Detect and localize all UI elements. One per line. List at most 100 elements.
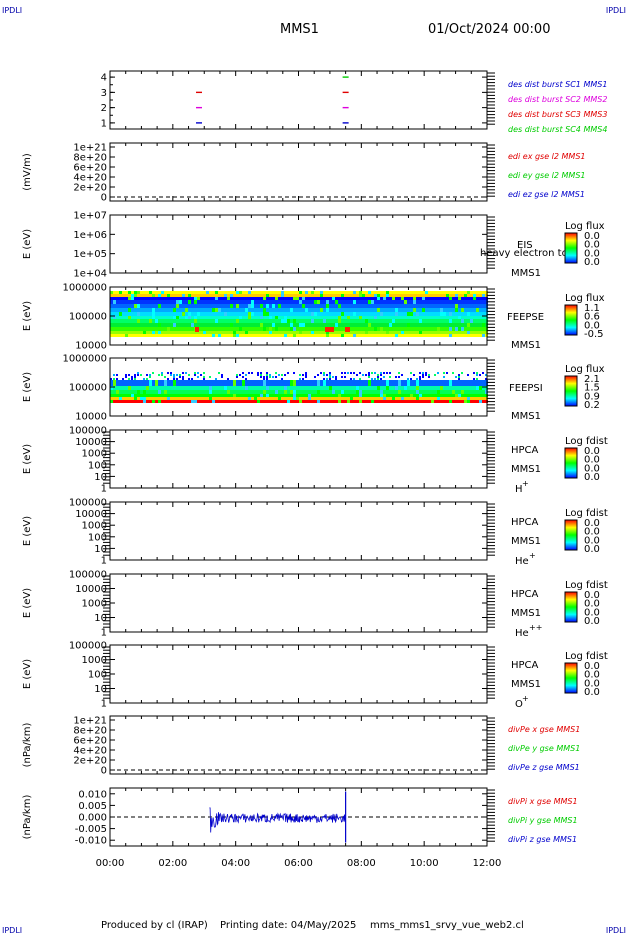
spectro-cell bbox=[359, 308, 362, 312]
spectro-cell bbox=[380, 400, 383, 403]
spectro-cell bbox=[368, 319, 371, 323]
spectro-cell bbox=[149, 319, 152, 323]
spectro-cell bbox=[239, 297, 242, 300]
spectro-cell bbox=[329, 390, 332, 394]
spectro-cell bbox=[227, 394, 230, 397]
spectro-cell bbox=[194, 291, 197, 294]
spectro-cell bbox=[215, 304, 218, 308]
spectro-cell bbox=[359, 397, 362, 400]
spectro-cell bbox=[314, 308, 317, 312]
spectro-cell bbox=[446, 400, 449, 403]
spectro-cell bbox=[329, 386, 332, 390]
spectro-cell bbox=[422, 386, 425, 390]
spectro-cell bbox=[170, 334, 173, 337]
spectro-cell bbox=[467, 308, 470, 312]
spectro-cell bbox=[134, 300, 137, 304]
spectro-cell bbox=[380, 397, 383, 400]
spectro-cell bbox=[338, 291, 341, 294]
spectro-cell bbox=[170, 291, 173, 294]
spectro-cell bbox=[137, 319, 140, 323]
spectro-cell bbox=[224, 300, 227, 304]
spectro-cell bbox=[128, 323, 131, 327]
spectro-cell bbox=[299, 294, 302, 297]
spectro-cell bbox=[431, 308, 434, 312]
spectro-cell bbox=[275, 334, 278, 337]
spectro-cell bbox=[272, 291, 275, 294]
spectro-cell bbox=[245, 331, 248, 334]
spectro-cell bbox=[128, 331, 131, 334]
colorbar-tick-label: 0.0 bbox=[584, 678, 600, 689]
spectro-cell bbox=[362, 323, 365, 327]
spectro-cell bbox=[365, 323, 368, 327]
spectro-cell bbox=[257, 397, 260, 400]
spectro-cell bbox=[305, 319, 308, 323]
spectro-cell bbox=[476, 378, 478, 380]
spectro-cell bbox=[305, 394, 308, 397]
spectro-cell bbox=[353, 312, 356, 316]
spectro-cell bbox=[221, 323, 224, 327]
spectro-cell bbox=[260, 319, 263, 323]
spectro-cell bbox=[242, 294, 245, 297]
panel-overlay-text: heavy electron to bbox=[480, 248, 568, 259]
spectro-cell bbox=[422, 394, 425, 397]
spectro-cell bbox=[413, 316, 416, 319]
spectro-cell bbox=[455, 397, 458, 400]
spectro-cell bbox=[227, 312, 230, 316]
spectro-cell bbox=[431, 334, 434, 337]
spectro-cell bbox=[143, 386, 146, 390]
spectro-cell bbox=[461, 331, 464, 334]
spectro-cell bbox=[350, 378, 352, 380]
spectro-cell bbox=[122, 312, 125, 316]
spectro-cell bbox=[200, 400, 203, 403]
spectro-cell bbox=[302, 374, 304, 376]
spectro-cell bbox=[122, 294, 125, 297]
colorbar-title-5: Log fdist bbox=[565, 436, 608, 447]
colorbar-3 bbox=[564, 304, 578, 336]
spectro-cell bbox=[260, 300, 263, 304]
spectro-cell bbox=[278, 308, 281, 312]
spectro-cell bbox=[377, 323, 380, 327]
spectro-cell bbox=[359, 312, 362, 316]
y-tick-label: 100000 bbox=[69, 498, 107, 509]
spectro-cell bbox=[311, 400, 314, 403]
spectro-cell bbox=[179, 380, 182, 386]
spectro-cell bbox=[179, 331, 182, 334]
spectro-cell bbox=[356, 327, 359, 331]
spectro-cell bbox=[440, 300, 443, 304]
spectro-cell bbox=[458, 323, 461, 327]
spectro-cell bbox=[338, 390, 341, 394]
spectro-cell bbox=[176, 374, 178, 376]
spectro-cell bbox=[158, 294, 161, 297]
spectro-cell bbox=[218, 304, 221, 308]
spectro-cell bbox=[221, 291, 224, 294]
spectro-cell bbox=[230, 386, 233, 390]
spectro-cell bbox=[125, 297, 128, 300]
spectro-cell bbox=[197, 397, 200, 400]
spectro-cell bbox=[212, 331, 215, 334]
spectro-cell bbox=[332, 304, 335, 308]
spectro-cell bbox=[401, 334, 404, 337]
spectro-cell bbox=[422, 397, 425, 400]
spectro-cell bbox=[248, 327, 251, 331]
spectro-cell bbox=[284, 297, 287, 300]
spectro-cell bbox=[404, 397, 407, 400]
spectro-cell bbox=[167, 372, 169, 374]
spectro-cell bbox=[266, 319, 269, 323]
spectro-cell bbox=[182, 386, 185, 390]
spectro-cell bbox=[176, 394, 179, 397]
spectro-cell bbox=[281, 308, 284, 312]
spectro-cell bbox=[284, 304, 287, 308]
spectro-cell bbox=[119, 319, 122, 323]
spectro-cell bbox=[374, 400, 377, 403]
spectro-cell bbox=[215, 323, 218, 327]
spectro-cell bbox=[428, 394, 431, 397]
spectro-cell bbox=[119, 331, 122, 334]
y-tick-label: 1 bbox=[101, 118, 107, 129]
spectro-cell bbox=[293, 304, 296, 308]
spectro-cell bbox=[206, 394, 209, 397]
spectro-cell bbox=[326, 331, 329, 334]
spectro-cell bbox=[323, 390, 326, 394]
spectro-cell bbox=[212, 319, 215, 323]
y-tick-label: 8e+20 bbox=[73, 726, 107, 737]
spectro-cell bbox=[467, 331, 470, 334]
